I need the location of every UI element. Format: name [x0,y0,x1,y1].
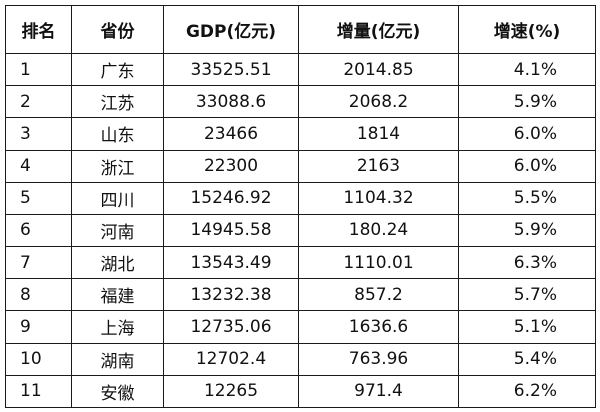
cell-increase: 2014.85 [298,52,459,87]
cell-gdp: 12702.4 [163,342,299,376]
cell-province: 湖北 [71,246,164,280]
cell-province: 福建 [71,278,164,312]
cell-province: 湖南 [71,342,164,376]
cell-growth: 5.5% [458,181,596,215]
gdp-ranking-table: 排名 省份 GDP(亿元) 增量(亿元) 增速(%) 1 广东 33525.51 20… [5,5,596,409]
cell-province: 上海 [71,310,164,344]
table-row: 8 福建 13232.38 857.2 5.7% [5,278,596,312]
table-body: 1 广东 33525.51 2014.85 4.1% 2 江苏 33088.6 2068.2 5.… [5,52,596,409]
cell-province: 广东 [71,52,164,87]
table-row: 7 湖北 13543.49 1110.01 6.3% [5,246,596,280]
table-row: 10 湖南 12702.4 763.96 5.4% [5,342,596,376]
cell-increase: 857.2 [298,278,459,312]
cell-province: 河南 [71,213,164,248]
table-row: 3 山东 23466 1814 6.0% [5,117,596,151]
cell-increase: 180.24 [298,213,459,248]
cell-increase: 1636.6 [298,310,459,344]
cell-gdp: 23466 [163,117,299,151]
cell-growth: 5.7% [458,278,596,312]
cell-increase: 763.96 [298,342,459,376]
cell-gdp: 22300 [163,149,299,183]
cell-province: 四川 [71,181,164,215]
cell-growth: 5.1% [458,310,596,344]
cell-growth: 6.0% [458,117,596,151]
cell-gdp: 33088.6 [163,85,299,119]
cell-growth: 6.3% [458,246,596,280]
cell-growth: 5.9% [458,213,596,248]
table-row: 4 浙江 22300 2163 6.0% [5,149,596,183]
cell-increase: 2068.2 [298,85,459,119]
cell-rank: 8 [5,278,72,312]
cell-gdp: 33525.51 [163,52,299,87]
column-header-province: 省份 [71,5,164,54]
cell-rank: 11 [5,374,72,409]
cell-growth: 6.0% [458,149,596,183]
gdp-ranking-table-container: 排名 省份 GDP(亿元) 增量(亿元) 增速(%) 1 广东 33525.51 20… [5,5,596,409]
cell-gdp: 13232.38 [163,278,299,312]
cell-increase: 1814 [298,117,459,151]
table-row: 6 河南 14945.58 180.24 5.9% [5,213,596,248]
cell-growth: 6.2% [458,374,596,409]
table-row: 11 安徽 12265 971.4 6.2% [5,374,596,409]
cell-increase: 1110.01 [298,246,459,280]
cell-province: 山东 [71,117,164,151]
table-row: 9 上海 12735.06 1636.6 5.1% [5,310,596,344]
cell-rank: 10 [5,342,72,376]
cell-rank: 1 [5,52,72,87]
cell-gdp: 12735.06 [163,310,299,344]
cell-province: 浙江 [71,149,164,183]
cell-rank: 7 [5,246,72,280]
table-row: 2 江苏 33088.6 2068.2 5.9% [5,85,596,119]
cell-rank: 9 [5,310,72,344]
cell-gdp: 15246.92 [163,181,299,215]
cell-rank: 6 [5,213,72,248]
cell-rank: 4 [5,149,72,183]
cell-province: 安徽 [71,374,164,409]
cell-growth: 5.9% [458,85,596,119]
cell-rank: 5 [5,181,72,215]
table-row: 5 四川 15246.92 1104.32 5.5% [5,181,596,215]
cell-province: 江苏 [71,85,164,119]
cell-growth: 4.1% [458,52,596,87]
cell-gdp: 12265 [163,374,299,409]
cell-gdp: 14945.58 [163,213,299,248]
cell-increase: 1104.32 [298,181,459,215]
cell-rank: 2 [5,85,72,119]
table-header-row: 排名 省份 GDP(亿元) 增量(亿元) 增速(%) [5,5,596,54]
column-header-growth: 增速(%) [458,5,596,54]
cell-rank: 3 [5,117,72,151]
table-row: 1 广东 33525.51 2014.85 4.1% [5,52,596,87]
cell-increase: 2163 [298,149,459,183]
column-header-rank: 排名 [5,5,72,54]
cell-increase: 971.4 [298,374,459,409]
cell-gdp: 13543.49 [163,246,299,280]
column-header-gdp: GDP(亿元) [163,5,299,54]
cell-growth: 5.4% [458,342,596,376]
column-header-increase: 增量(亿元) [298,5,459,54]
